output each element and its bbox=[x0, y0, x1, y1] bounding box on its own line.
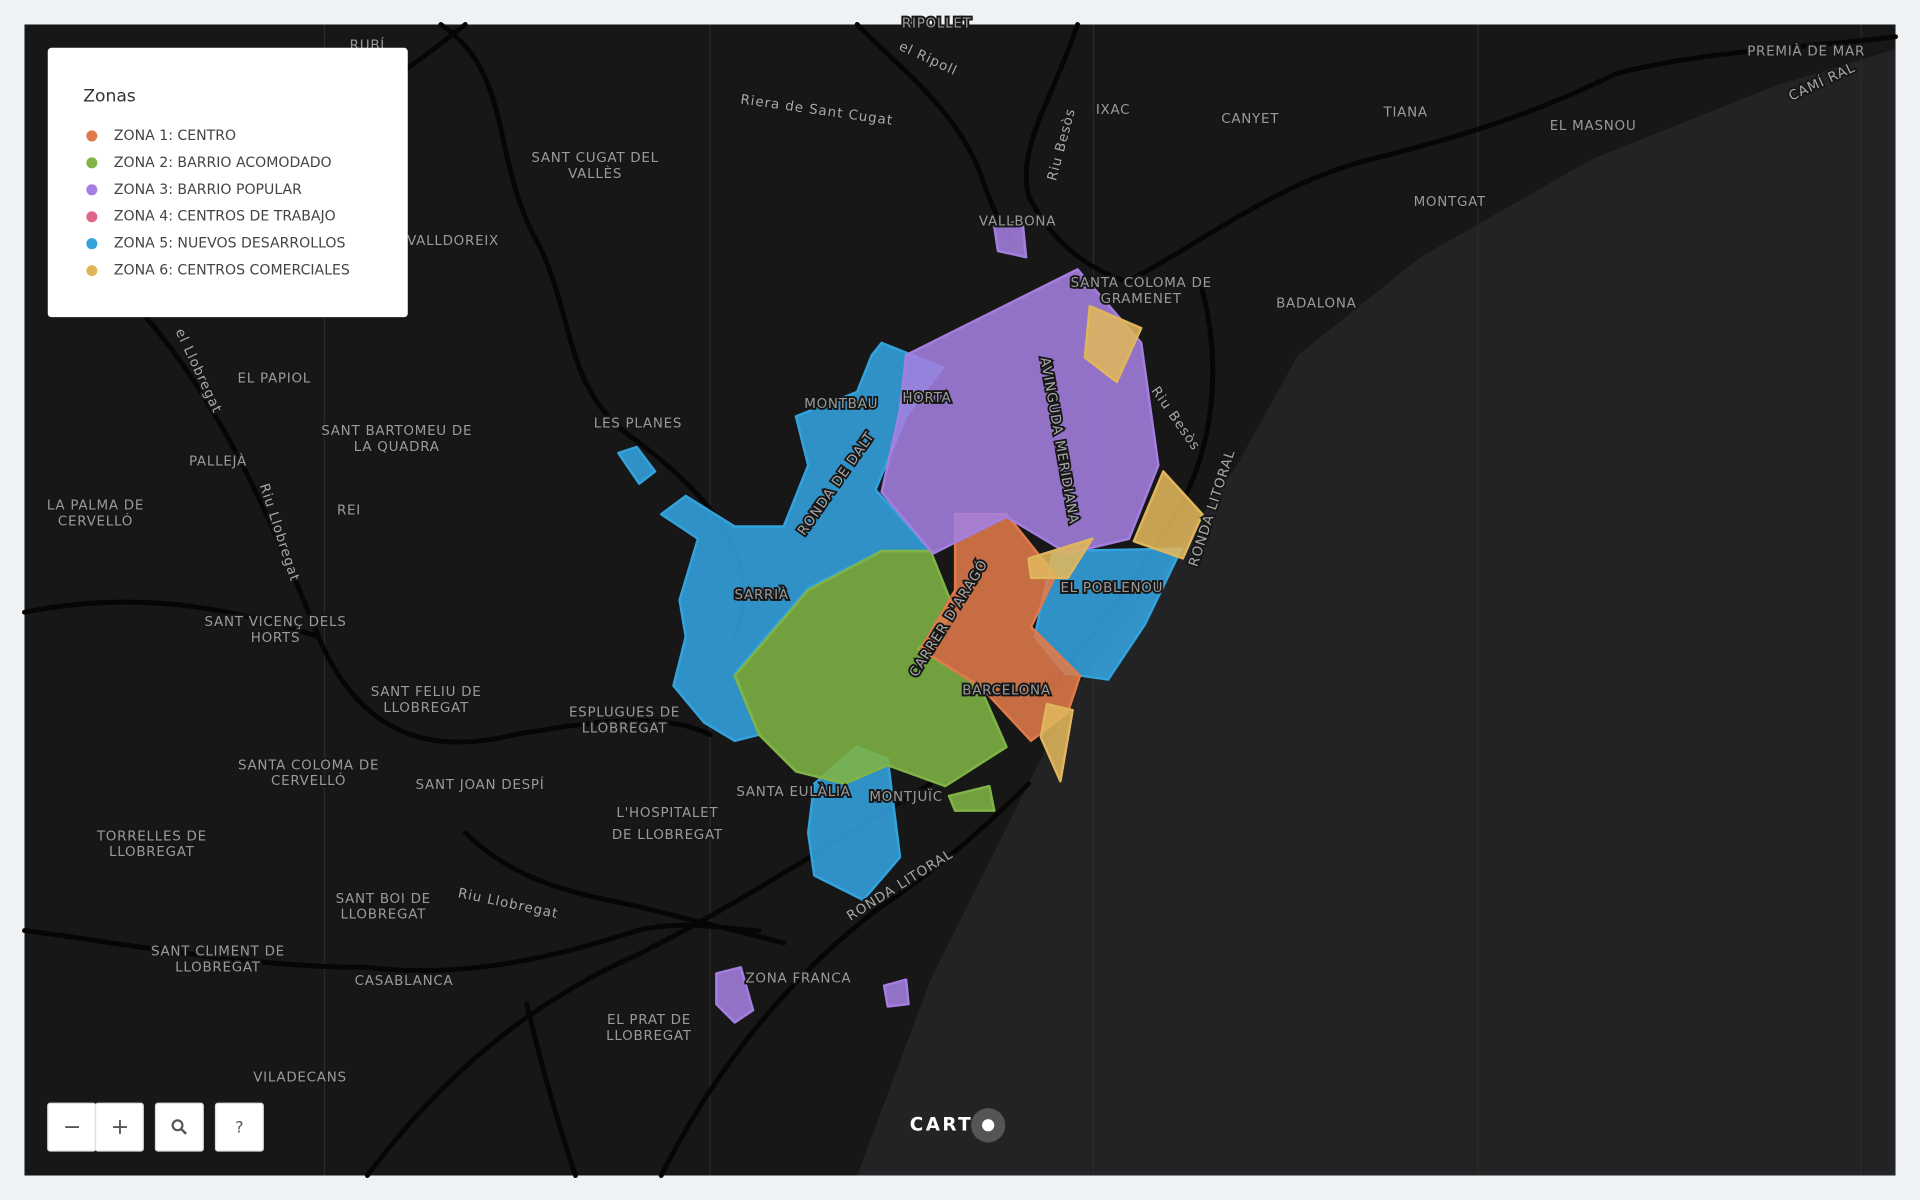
place-label: VALLDOREIX bbox=[407, 234, 499, 249]
zone-area bbox=[1132, 470, 1204, 560]
place-label: LLOBREGAT bbox=[340, 908, 426, 923]
place-label: SANT FELIU DE bbox=[371, 685, 482, 700]
place-label: HORTS bbox=[251, 631, 301, 646]
zone-area bbox=[1027, 537, 1094, 580]
zone-area bbox=[617, 445, 657, 485]
place-label: HORTA bbox=[902, 391, 951, 406]
place-label: LA QUADRA bbox=[354, 440, 440, 455]
place-label: TIANA bbox=[1383, 106, 1428, 121]
zone-area bbox=[947, 784, 996, 812]
zone-layer bbox=[617, 219, 1204, 1024]
place-label: VALLBONA bbox=[979, 215, 1056, 230]
place-label: RIPOLLET bbox=[902, 16, 972, 31]
zoom-in-button[interactable]: + bbox=[94, 1102, 144, 1152]
legend-swatch bbox=[86, 184, 98, 196]
legend-panel bbox=[47, 47, 408, 318]
legend-swatch bbox=[86, 130, 98, 142]
legend-label: ZONA 3: BARRIO POPULAR bbox=[114, 182, 302, 198]
place-label: GRAMENET bbox=[1101, 292, 1182, 307]
search-icon-handle[interactable] bbox=[180, 1128, 187, 1135]
place-label: CERVELLÓ bbox=[58, 512, 133, 530]
search-button[interactable] bbox=[154, 1102, 204, 1152]
place-label: LLOBREGAT bbox=[109, 845, 195, 860]
place-label: EL POBLENOU bbox=[1060, 581, 1163, 596]
place-label: ESPLUGUES DE bbox=[569, 706, 680, 721]
carto-logo: CART bbox=[910, 1114, 973, 1135]
zoom-out-label[interactable]: − bbox=[63, 1115, 81, 1140]
place-label: MONTGAT bbox=[1414, 195, 1486, 210]
sea bbox=[857, 48, 1896, 1176]
legend-label: ZONA 6: CENTROS COMERCIALES bbox=[114, 263, 350, 279]
place-label: DE LLOBREGAT bbox=[612, 828, 723, 843]
place-label: SARRIÀ bbox=[734, 585, 788, 603]
place-label: PREMIÀ DE MAR bbox=[1747, 41, 1865, 59]
zone-area bbox=[1039, 702, 1074, 783]
place-label: IXAC bbox=[1096, 103, 1130, 118]
zoom-out-button[interactable]: − bbox=[47, 1102, 97, 1152]
help-button[interactable]: ? bbox=[214, 1102, 264, 1152]
place-label: EL MASNOU bbox=[1550, 119, 1637, 134]
place-label: L'HOSPITALET bbox=[616, 806, 718, 821]
legend-swatch bbox=[86, 265, 98, 277]
place-label: SANT CLIMENT DE bbox=[151, 944, 285, 959]
zoom-in-label[interactable]: + bbox=[111, 1115, 129, 1140]
legend-swatch bbox=[86, 157, 98, 169]
place-label: LLOBREGAT bbox=[383, 701, 469, 716]
legend-label: ZONA 2: BARRIO ACOMODADO bbox=[114, 155, 332, 171]
place-label: LES PLANES bbox=[594, 417, 682, 432]
place-label: CERVELLÓ bbox=[271, 771, 346, 789]
zoom-in-bg[interactable] bbox=[94, 1102, 144, 1152]
place-label: SANT CUGAT DEL bbox=[531, 151, 659, 166]
place-label: BARCELONA bbox=[962, 684, 1051, 699]
help-bg[interactable] bbox=[214, 1102, 264, 1152]
zone-area bbox=[993, 219, 1028, 259]
place-label: VILADECANS bbox=[253, 1071, 347, 1086]
legend-swatch bbox=[86, 238, 98, 250]
legend-items: ZONA 1: CENTRO ZONA 2: BARRIO ACOMODADO ZO… bbox=[86, 128, 350, 279]
place-label: SANT JOAN DESPÍ bbox=[416, 775, 545, 793]
zone-area bbox=[715, 966, 755, 1024]
place-label: SANTA COLOMA DE bbox=[238, 758, 379, 773]
place-label: BADALONA bbox=[1276, 297, 1357, 312]
place-label: SANT VICENÇ DELS bbox=[205, 615, 347, 630]
place-label: MONTBAU bbox=[804, 397, 878, 412]
search-bg[interactable] bbox=[154, 1102, 204, 1152]
legend-title: Zonas bbox=[83, 87, 136, 107]
place-label: VALLÈS bbox=[568, 164, 622, 182]
place-label: PALLEJÀ bbox=[189, 452, 247, 470]
zone-area bbox=[1083, 304, 1143, 384]
place-label: SANTA EULÀLIA bbox=[736, 782, 850, 800]
place-label: EL PRAT DE bbox=[607, 1013, 691, 1028]
carto-logo-dot bbox=[982, 1119, 995, 1132]
place-label: TORRELLES DE bbox=[96, 829, 207, 844]
place-label: CASABLANCA bbox=[355, 974, 454, 989]
legend-label: ZONA 5: NUEVOS DESARROLLOS bbox=[114, 236, 346, 252]
place-label: CANYET bbox=[1221, 112, 1279, 127]
place-label: LLOBREGAT bbox=[175, 960, 261, 975]
legend-label: ZONA 4: CENTROS DE TRABAJO bbox=[114, 209, 336, 225]
place-label: LA PALMA DE bbox=[47, 499, 144, 514]
legend-label: ZONA 1: CENTRO bbox=[114, 128, 236, 144]
search-icon[interactable] bbox=[171, 1119, 184, 1132]
place-label: LLOBREGAT bbox=[582, 722, 668, 737]
place-label: REI bbox=[337, 504, 361, 519]
place-label: SANTA COLOMA DE bbox=[1071, 276, 1212, 291]
zone-area bbox=[882, 978, 910, 1008]
place-label: LLOBREGAT bbox=[606, 1029, 692, 1044]
help-label[interactable]: ? bbox=[235, 1117, 243, 1136]
place-label: MONTJUÏC bbox=[869, 787, 943, 805]
place-label: SANT BOI DE bbox=[336, 892, 431, 907]
place-label: SANT BARTOMEU DE bbox=[321, 424, 472, 439]
place-label: EL PAPIOL bbox=[238, 371, 312, 386]
place-label: ZONA FRANCA bbox=[745, 971, 851, 986]
legend-swatch bbox=[86, 211, 98, 223]
